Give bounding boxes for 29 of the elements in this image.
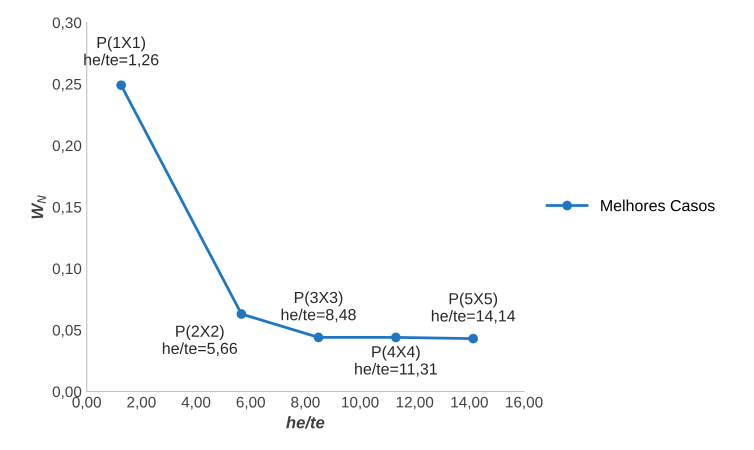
x-axis-title: he/te	[286, 416, 324, 429]
annotation: P(5X5) he/te=14,14	[432, 292, 516, 324]
point	[314, 332, 324, 342]
y-tick-label: 0,15	[52, 202, 82, 214]
y-tick-label: 0,25	[52, 78, 82, 92]
y-tick-label: 0,20	[52, 140, 82, 153]
point	[468, 334, 478, 344]
x-tick-label: 10,00	[342, 396, 379, 410]
point	[390, 332, 401, 342]
y-tick-label: 0,10	[52, 263, 82, 276]
x-tick-label: 12,00	[396, 396, 434, 410]
point	[236, 309, 246, 319]
x-tick-label: 8,00	[291, 396, 320, 410]
annotation: P(3X3) he/te=8,48	[282, 291, 356, 322]
y-tick-label: 0,00	[52, 386, 82, 399]
legend-label: Melhores Casos	[601, 200, 715, 212]
x-tick-label: 4,00	[182, 396, 210, 410]
annotation: P(1X1) he/te=1,26	[84, 36, 158, 68]
annotation: P(2X2) he/te=5,66	[162, 325, 238, 356]
y-tick-label: 0,05	[52, 324, 82, 338]
x-tick-label: 0,00	[72, 396, 101, 410]
point	[116, 80, 126, 90]
annotation: P(4X4) he/te=11,31	[355, 346, 437, 377]
y-axis-title: W$_{N}$	[32, 195, 46, 218]
x-tick-label: 2,00	[127, 396, 156, 410]
y-tick-label: 0,30	[52, 17, 82, 30]
x-tick-label: 6,00	[236, 396, 265, 410]
x-tick-label: 16,00	[506, 396, 543, 410]
x-tick-label: 14,00	[451, 396, 488, 410]
